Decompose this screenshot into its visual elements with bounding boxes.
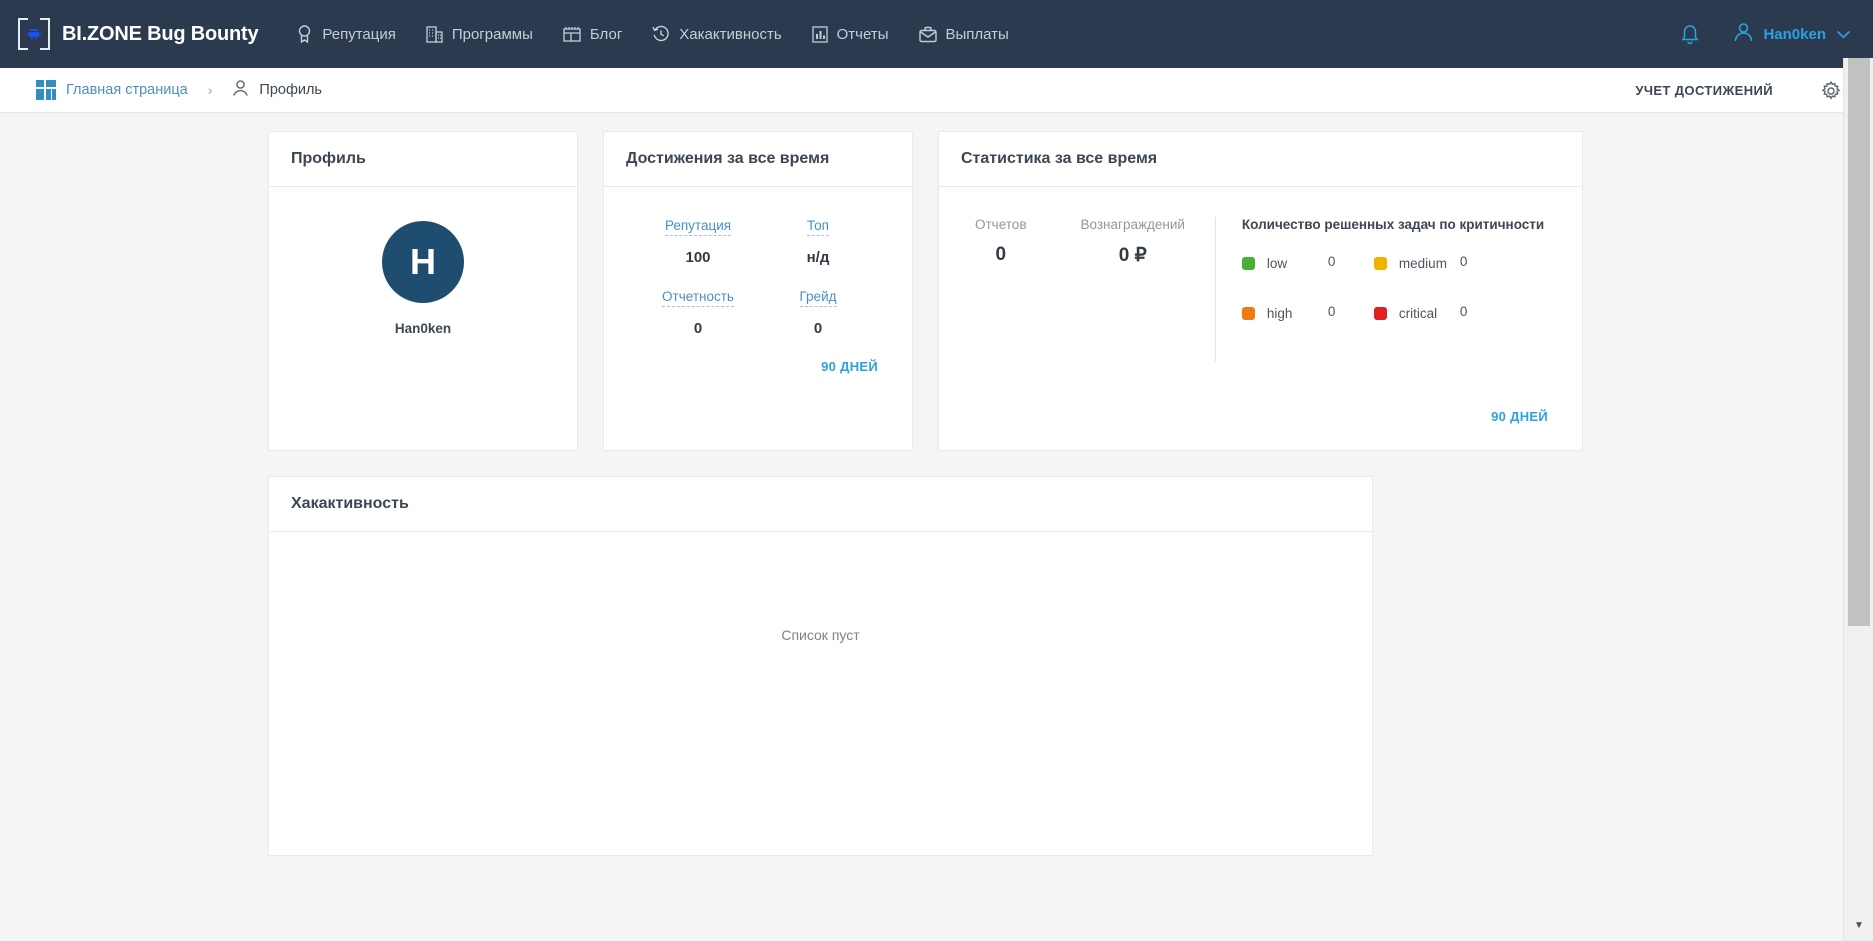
breadcrumb-separator: › <box>207 82 213 98</box>
achievement-stat-reporting: Отчетность 0 <box>638 288 758 337</box>
nav-item-hackactivity[interactable]: Хакактивность <box>652 25 782 43</box>
hackactivity-card-title: Хакактивность <box>291 495 409 512</box>
achievements-card-title: Достижения за все время <box>626 150 830 167</box>
severity-breakdown-title: Количество решенных задач по критичности <box>1241 217 1545 232</box>
top-cards-row: Профиль H Han0ken Достижения за все врем… <box>0 131 1843 451</box>
achievement-value-grade: 0 <box>813 320 823 337</box>
hackactivity-empty-message: Список пуст <box>781 627 860 643</box>
achievement-label-reputation[interactable]: Репутация <box>664 218 732 236</box>
notification-bell-icon[interactable] <box>1680 23 1700 45</box>
statistics-card-title: Статистика за все время <box>961 150 1158 167</box>
bug-bracket-logo-icon <box>18 18 50 50</box>
achievement-value-reputation: 100 <box>685 249 711 266</box>
achievement-stat-top: Топ н/д <box>758 217 878 266</box>
statistics-card-body: Отчетов 0 Вознаграждений 0 ₽ Количество … <box>939 187 1582 362</box>
achievements-accounting-button[interactable]: УЧЕТ ДОСТИЖЕНИЙ <box>1635 83 1773 98</box>
top-navigation-bar: BI.ZONE Bug Bounty Репутация Программы <box>0 0 1873 68</box>
profile-username: Han0ken <box>394 321 452 336</box>
severity-dot-high <box>1241 307 1255 320</box>
scrollbar-thumb[interactable] <box>1848 58 1870 626</box>
severity-count-low: 0 <box>1327 254 1336 269</box>
nav-item-reputation[interactable]: Репутация <box>296 25 396 43</box>
statistic-label-reports: Отчетов <box>975 217 1027 232</box>
severity-label-low: low <box>1266 256 1288 271</box>
breadcrumb-current-page: Профиль <box>259 82 322 98</box>
main-nav-items: Репутация Программы Блог <box>296 25 1009 43</box>
nav-label-programs: Программы <box>451 25 533 43</box>
page-scrollbar[interactable]: ▼ <box>1843 58 1873 941</box>
avatar[interactable]: H <box>382 221 464 303</box>
severity-label-high: high <box>1266 306 1293 321</box>
statistics-card-header: Статистика за все время <box>939 132 1582 187</box>
scrollbar-down-arrow-icon[interactable]: ▼ <box>1854 920 1864 931</box>
severity-dot-low <box>1241 257 1255 270</box>
severity-count-critical: 0 <box>1459 304 1468 319</box>
statistic-value-rewards: 0 ₽ <box>1118 245 1147 266</box>
profile-card-title: Профиль <box>291 150 366 167</box>
severity-grid: low 0 medium 0 high 0 critical 0 <box>1241 254 1582 324</box>
gear-icon[interactable] <box>1821 80 1841 101</box>
user-menu-button[interactable]: Han0ken <box>1734 22 1851 46</box>
achievement-value-top: н/д <box>806 249 830 266</box>
achievements-stats-grid: Репутация 100 Топ н/д Отчетность 0 Грейд… <box>604 187 912 337</box>
hackactivity-card-header: Хакактивность <box>269 477 1372 532</box>
achievements-90-days-link[interactable]: 90 ДНЕЙ <box>821 359 878 374</box>
severity-count-high: 0 <box>1327 304 1336 319</box>
brand-home-link[interactable]: BI.ZONE Bug Bounty <box>18 18 259 50</box>
achievement-stat-reputation: Репутация 100 <box>638 217 758 266</box>
chevron-down-icon <box>1836 26 1851 43</box>
nav-label-reports: Отчеты <box>836 25 889 43</box>
nav-item-programs[interactable]: Программы <box>426 26 533 43</box>
nav-item-reports[interactable]: Отчеты <box>811 25 889 43</box>
nav-label-reputation: Репутация <box>322 25 396 43</box>
severity-dot-medium <box>1373 257 1387 270</box>
hackactivity-card: Хакактивность Список пуст <box>268 476 1373 856</box>
achievement-label-reporting[interactable]: Отчетность <box>662 289 734 307</box>
briefcase-icon <box>918 26 937 43</box>
nav-right-group: Han0ken <box>1680 0 1851 68</box>
severity-label-medium: medium <box>1398 256 1447 271</box>
statistics-card: Статистика за все время Отчетов 0 Вознаг… <box>938 131 1583 451</box>
profile-card-body: H Han0ken <box>269 187 577 336</box>
nav-label-payouts: Выплаты <box>945 25 1009 43</box>
medal-icon <box>296 25 313 43</box>
severity-label-critical: critical <box>1398 306 1438 321</box>
bar-chart-icon <box>811 25 828 43</box>
dashboard-grid-icon[interactable] <box>36 80 56 100</box>
statistic-reports: Отчетов 0 <box>975 217 1027 362</box>
severity-breakdown: Количество решенных задач по критичности… <box>1216 217 1582 362</box>
achievements-card-header: Достижения за все время <box>604 132 912 187</box>
brand-title: BI.ZONE Bug Bounty <box>62 22 259 45</box>
username-label: Han0ken <box>1763 25 1826 43</box>
user-avatar-icon <box>1734 22 1753 46</box>
achievements-card: Достижения за все время Репутация 100 То… <box>603 131 913 451</box>
breadcrumb: Главная страница › Профиль <box>36 79 322 102</box>
vertical-divider <box>1214 217 1216 362</box>
statistic-value-reports: 0 <box>995 244 1007 265</box>
page-content: Профиль H Han0ken Достижения за все врем… <box>0 113 1843 941</box>
statistics-90-days-link[interactable]: 90 ДНЕЙ <box>1491 409 1548 424</box>
achievement-label-grade[interactable]: Грейд <box>799 289 837 307</box>
building-icon <box>426 25 443 43</box>
nav-item-blog[interactable]: Блог <box>563 26 622 43</box>
history-clock-icon <box>652 25 670 43</box>
achievement-value-reporting: 0 <box>693 320 703 337</box>
profile-card: Профиль H Han0ken <box>268 131 578 451</box>
nav-label-blog: Блог <box>589 25 623 43</box>
statistics-totals: Отчетов 0 Вознаграждений 0 ₽ <box>939 217 1215 362</box>
statistic-label-rewards: Вознаграждений <box>1080 217 1185 232</box>
breadcrumb-actions: УЧЕТ ДОСТИЖЕНИЙ <box>1635 68 1841 113</box>
severity-count-medium: 0 <box>1459 254 1468 269</box>
profile-card-header: Профиль <box>269 132 577 187</box>
nav-label-hackactivity: Хакактивность <box>679 25 782 43</box>
person-icon <box>232 79 249 102</box>
achievement-stat-grade: Грейд 0 <box>758 288 878 337</box>
nav-item-payouts[interactable]: Выплаты <box>918 25 1009 43</box>
breadcrumb-bar: Главная страница › Профиль УЧЕТ ДОСТИЖЕН… <box>0 68 1873 113</box>
breadcrumb-home-link[interactable]: Главная страница <box>66 82 188 98</box>
news-icon <box>563 26 581 42</box>
severity-dot-critical <box>1373 307 1387 320</box>
statistic-rewards: Вознаграждений 0 ₽ <box>1081 217 1185 362</box>
achievement-label-top[interactable]: Топ <box>806 218 829 236</box>
